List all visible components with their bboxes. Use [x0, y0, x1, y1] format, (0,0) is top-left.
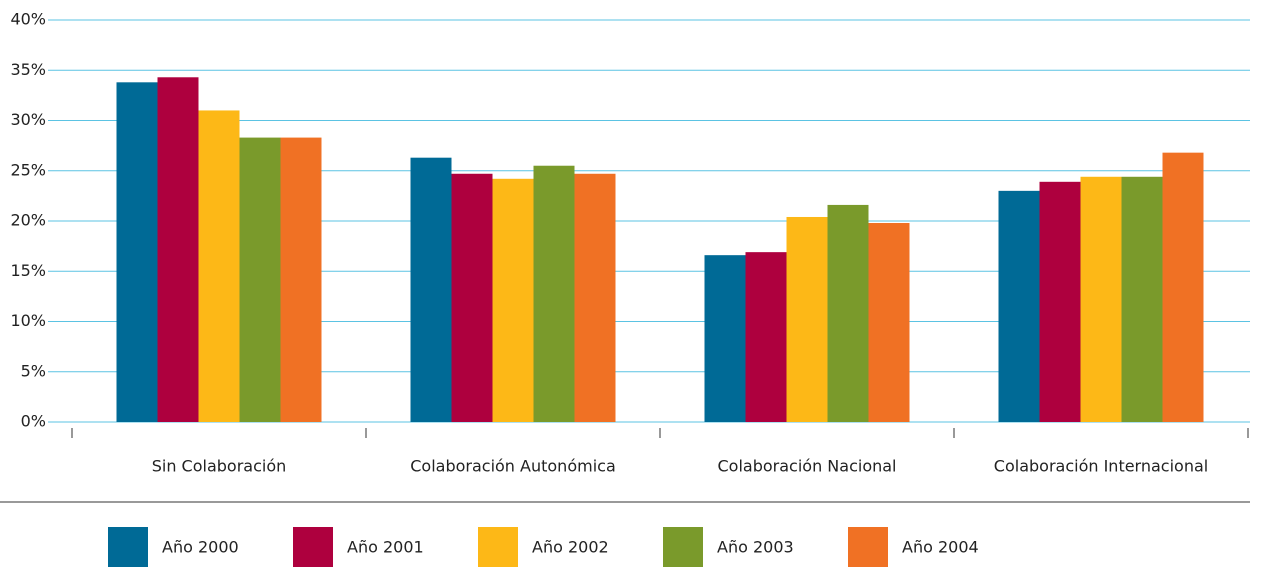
y-tick-label: 10%	[10, 311, 46, 330]
bar	[868, 223, 910, 422]
x-tick-label: Sin Colaboración	[152, 457, 287, 476]
y-tick-label: 40%	[10, 10, 46, 29]
bar	[280, 137, 322, 422]
legend-label: Año 2003	[717, 538, 794, 557]
bar	[1039, 181, 1081, 422]
bar	[1080, 176, 1122, 422]
bar	[198, 110, 240, 422]
x-tick-label: Colaboración Nacional	[718, 457, 897, 476]
bar	[492, 178, 534, 422]
bar	[786, 216, 828, 422]
bar	[1121, 176, 1163, 422]
legend-label: Año 2002	[532, 538, 609, 557]
x-tick-label: Colaboración Autonómica	[410, 457, 616, 476]
bar	[1162, 152, 1204, 422]
legend-swatch	[663, 527, 703, 567]
y-tick-label: 0%	[21, 412, 46, 431]
bar	[157, 77, 199, 422]
bar	[745, 252, 787, 422]
y-tick-label: 35%	[10, 60, 46, 79]
legend-label: Año 2004	[902, 538, 979, 557]
bar	[998, 190, 1040, 422]
bar	[574, 173, 616, 422]
y-tick-label: 5%	[21, 361, 46, 380]
y-tick-label: 20%	[10, 211, 46, 230]
bar	[116, 82, 158, 422]
legend-swatch	[293, 527, 333, 567]
legend-swatch	[848, 527, 888, 567]
legend-swatch	[478, 527, 518, 567]
bar	[410, 157, 452, 422]
bar	[533, 165, 575, 422]
bar	[451, 173, 493, 422]
y-tick-label: 30%	[10, 110, 46, 129]
bar	[827, 204, 869, 422]
bar	[704, 255, 746, 422]
legend-label: Año 2000	[162, 538, 239, 557]
y-tick-label: 15%	[10, 261, 46, 280]
legend-swatch	[108, 527, 148, 567]
x-tick-label: Colaboración Internacional	[994, 457, 1208, 476]
bar	[239, 137, 281, 422]
legend-label: Año 2001	[347, 538, 424, 557]
y-tick-label: 25%	[10, 160, 46, 179]
